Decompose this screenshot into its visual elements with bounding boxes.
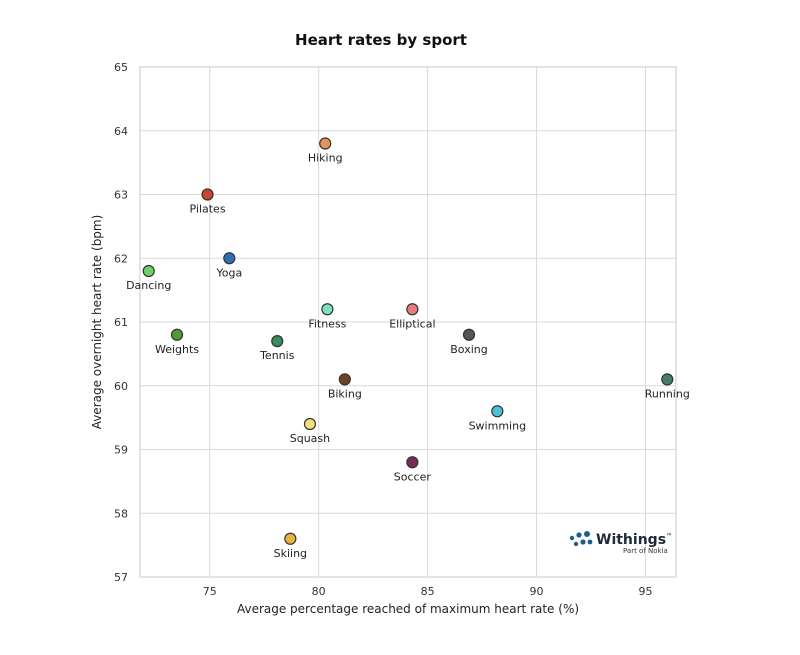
data-points: Hiking Pilates Yoga Dancing Fitness Elliptica…	[126, 137, 690, 560]
point-label: Fitness	[308, 317, 346, 330]
point-label: Pilates	[190, 203, 226, 216]
y-axis-ticks: 57 58 59 60 61 62 63 64 65	[114, 61, 128, 584]
data-point-biking: Biking	[328, 373, 362, 400]
point-label: Skiing	[274, 547, 307, 560]
data-point-swimming: Swimming	[469, 405, 526, 432]
data-point-dancing: Dancing	[126, 264, 171, 292]
point-marker	[491, 405, 504, 418]
point-label: Dancing	[126, 279, 171, 292]
data-point-yoga: Yoga	[215, 252, 242, 279]
y-tick-label: 59	[114, 444, 128, 457]
point-marker	[319, 137, 332, 150]
point-label: Hiking	[308, 152, 343, 165]
withings-wordmark: Withings™	[596, 532, 672, 548]
point-marker	[406, 456, 419, 469]
x-tick-label: 80	[312, 585, 326, 598]
point-label: Running	[645, 387, 690, 400]
y-tick-label: 63	[114, 189, 128, 202]
point-label: Biking	[328, 387, 362, 400]
point-marker	[170, 328, 184, 341]
data-point-weights: Weights	[155, 328, 199, 356]
point-marker	[284, 532, 297, 545]
y-tick-label: 57	[114, 571, 128, 584]
x-axis-label: Average percentage reached of maximum he…	[237, 602, 579, 616]
data-point-skiing: Skiing	[274, 532, 307, 560]
point-label: Weights	[155, 343, 199, 356]
x-tick-label: 90	[530, 585, 544, 598]
x-tick-label: 95	[638, 585, 652, 598]
data-point-elliptical: Elliptical	[389, 303, 436, 330]
point-label: Tennis	[259, 349, 295, 362]
point-marker	[142, 264, 155, 278]
y-tick-label: 60	[114, 380, 128, 393]
y-axis-label: Average overnight heart rate (bpm)	[90, 215, 104, 430]
data-point-soccer: Soccer	[394, 456, 432, 483]
point-label: Squash	[290, 432, 330, 445]
point-label: Soccer	[394, 470, 432, 483]
point-marker	[338, 373, 351, 386]
y-tick-label: 64	[114, 125, 128, 138]
withings-dots-icon	[569, 531, 593, 547]
y-tick-label: 65	[114, 61, 128, 74]
data-point-pilates: Pilates	[190, 188, 226, 216]
y-tick-label: 58	[114, 507, 128, 520]
chart-title: Heart rates by sport	[295, 31, 467, 49]
point-marker	[406, 303, 419, 316]
data-point-squash: Squash	[290, 417, 330, 445]
point-label: Boxing	[450, 343, 487, 356]
x-tick-label: 75	[203, 585, 217, 598]
y-tick-label: 61	[114, 316, 128, 329]
x-axis-ticks: 75 80 85 90 95	[203, 585, 653, 598]
point-marker	[201, 188, 214, 201]
data-point-fitness: Fitness	[308, 303, 347, 330]
data-point-hiking: Hiking	[308, 137, 343, 165]
point-marker	[462, 328, 476, 341]
data-point-boxing: Boxing	[450, 328, 488, 356]
point-marker	[321, 303, 334, 316]
point-marker	[303, 417, 317, 431]
point-label: Elliptical	[389, 317, 435, 330]
point-label: Yoga	[215, 266, 242, 279]
withings-subtitle: Part of Nokia	[623, 547, 668, 555]
x-tick-label: 85	[421, 585, 435, 598]
y-tick-label: 62	[114, 252, 128, 265]
plot-area	[139, 66, 677, 578]
point-marker	[661, 373, 674, 386]
point-marker	[271, 335, 284, 348]
data-point-tennis: Tennis	[259, 335, 295, 362]
withings-logo: Withings™ Part of Nokia	[569, 531, 672, 555]
point-marker	[223, 252, 236, 265]
point-label: Swimming	[469, 419, 526, 432]
data-point-running: Running	[645, 373, 690, 400]
